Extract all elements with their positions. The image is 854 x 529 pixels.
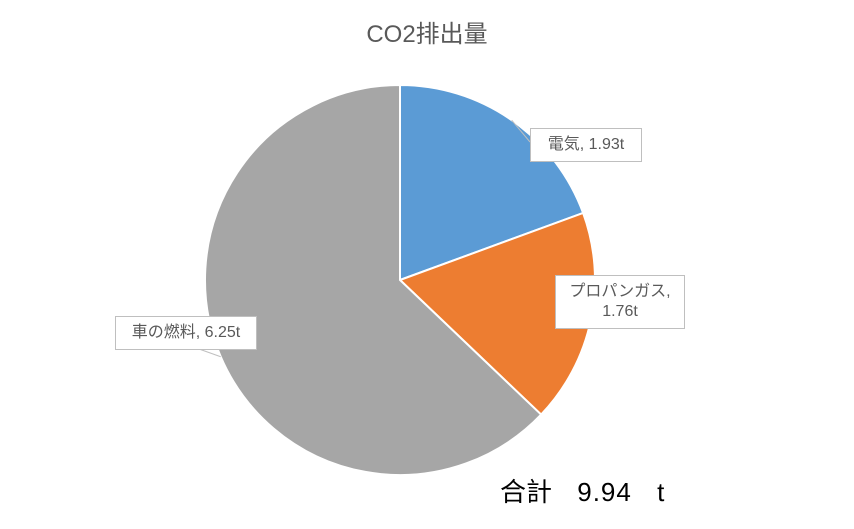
data-label: プロパンガス,1.76t — [555, 275, 685, 329]
data-label: 車の燃料, 6.25t — [115, 316, 257, 350]
data-label: 電気, 1.93t — [530, 128, 642, 162]
footer-label: 合計 — [500, 477, 552, 507]
pie-chart — [0, 0, 854, 529]
footer-value: 9.94 — [577, 477, 632, 507]
footer-unit: t — [657, 477, 664, 507]
footer-total: 合計 9.94 t — [500, 472, 664, 509]
